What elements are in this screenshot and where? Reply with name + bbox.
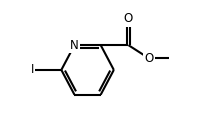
Text: I: I — [30, 63, 34, 76]
Text: O: O — [144, 52, 153, 65]
Text: N: N — [70, 39, 79, 52]
Text: O: O — [124, 12, 133, 25]
